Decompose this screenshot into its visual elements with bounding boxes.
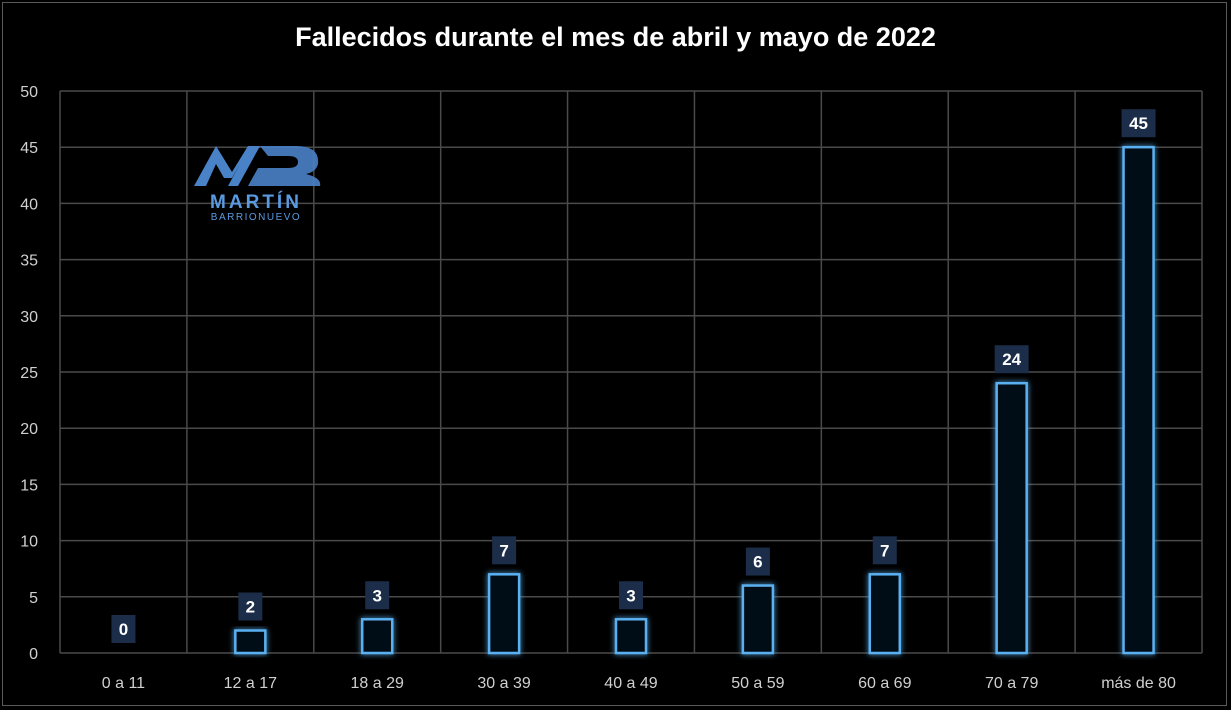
bar xyxy=(868,573,902,655)
bar xyxy=(995,381,1028,655)
data-label-bg xyxy=(365,581,390,610)
y-tick-label: 45 xyxy=(20,140,38,157)
x-tick-label: 30 a 39 xyxy=(477,675,530,692)
logo-mb-icon: MARTÍN BARRIONUEVO xyxy=(194,146,321,222)
bar xyxy=(1122,145,1155,655)
data-label: 45 xyxy=(1129,114,1148,133)
data-label-bg xyxy=(872,536,897,565)
data-label: 7 xyxy=(880,541,889,560)
data-label: 7 xyxy=(499,541,508,560)
y-tick-label: 40 xyxy=(20,196,38,213)
y-tick-label: 35 xyxy=(20,253,38,270)
x-tick-label: 18 a 29 xyxy=(351,675,404,692)
data-label: 6 xyxy=(753,553,762,572)
data-label-bg xyxy=(745,547,770,576)
data-label-bg xyxy=(492,536,517,565)
data-label-bg xyxy=(1121,109,1156,138)
y-tick-label: 5 xyxy=(29,590,38,607)
x-tick-label: 60 a 69 xyxy=(858,675,911,692)
x-tick-label: más de 80 xyxy=(1101,675,1176,692)
y-tick-label: 20 xyxy=(20,421,38,438)
logo-text-line1: MARTÍN xyxy=(210,191,302,213)
logo-text-line2: BARRIONUEVO xyxy=(211,212,301,222)
x-tick-label: 50 a 59 xyxy=(731,675,784,692)
x-tick-label: 12 a 17 xyxy=(224,675,277,692)
data-label: 2 xyxy=(246,598,255,617)
y-tick-label: 25 xyxy=(20,365,38,382)
y-tick-label: 50 xyxy=(20,84,38,101)
data-label-bg xyxy=(619,581,643,610)
y-tick-label: 15 xyxy=(20,477,38,494)
x-tick-label: 40 a 49 xyxy=(604,675,657,692)
bar xyxy=(614,618,648,655)
x-tick-label: 0 a 11 xyxy=(102,675,145,692)
data-label: 3 xyxy=(372,586,381,605)
bar xyxy=(487,573,521,655)
data-labels: 0 2 3 7 3 6 7 24 45 xyxy=(111,109,1156,643)
data-label-bg xyxy=(111,615,136,643)
data-label-bg xyxy=(238,592,263,621)
data-label: 3 xyxy=(626,586,635,605)
data-label-bg xyxy=(994,345,1029,374)
data-label: 24 xyxy=(1002,350,1021,369)
bar xyxy=(741,584,775,655)
bar xyxy=(360,618,394,655)
chart-title: Fallecidos durante el mes de abril y may… xyxy=(295,22,936,52)
x-tick-label: 70 a 79 xyxy=(985,675,1038,692)
bar xyxy=(234,629,267,655)
bars xyxy=(234,145,1155,655)
x-axis: 0 a 11 12 a 17 18 a 29 30 a 39 40 a 49 50 a 5… xyxy=(102,675,1176,692)
y-axis: 0 5 10 15 20 25 30 35 40 45 50 xyxy=(20,84,38,663)
y-tick-label: 30 xyxy=(20,309,38,326)
y-tick-label: 10 xyxy=(20,534,38,551)
y-tick-label: 0 xyxy=(29,646,38,663)
data-label: 0 xyxy=(119,620,128,639)
